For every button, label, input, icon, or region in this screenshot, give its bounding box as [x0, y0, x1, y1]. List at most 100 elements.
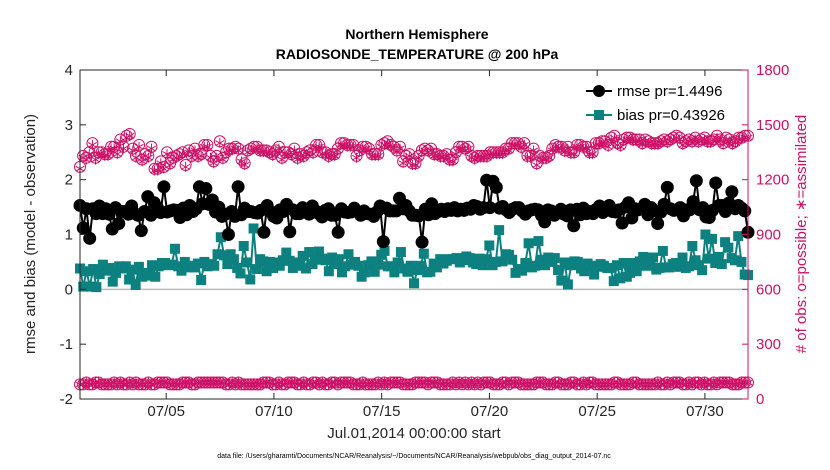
bias-point	[264, 256, 275, 267]
bias-point	[130, 279, 141, 290]
bias-point	[657, 245, 668, 256]
bias-point	[556, 275, 567, 286]
chart-title: Northern Hemisphere	[345, 26, 488, 42]
bias-point	[631, 266, 642, 277]
bias-point	[553, 265, 564, 276]
x-tick-label: 07/25	[578, 403, 616, 420]
obs-assimilated-stroke	[90, 156, 101, 163]
bias-point	[723, 242, 734, 253]
obs-assimilated-point-upper	[177, 149, 188, 160]
rmse-point	[567, 219, 581, 233]
bias-point	[297, 250, 308, 261]
bias-point	[710, 258, 721, 269]
bias-point	[618, 258, 629, 269]
bias-point	[490, 256, 501, 267]
obs-assimilated-point-upper	[532, 160, 542, 171]
obs-assimilated-point-upper	[348, 141, 358, 152]
bias-point	[304, 247, 315, 258]
obs-assimilated-point-upper	[103, 150, 113, 161]
rmse-point	[83, 231, 97, 245]
bias-point	[530, 260, 541, 271]
bias-point	[143, 267, 154, 278]
bias-point	[405, 260, 416, 271]
x-tick-label: 07/15	[363, 403, 401, 420]
bias-point	[235, 268, 246, 279]
obs-assimilated-stroke	[348, 143, 358, 150]
bias-point	[477, 260, 488, 271]
bias-point	[409, 278, 419, 289]
bias-point	[336, 267, 347, 278]
x-axis: 07/05 07/10 07/15 07/20 07/25 07/30	[147, 70, 724, 420]
rmse-point	[331, 225, 345, 239]
bias-point	[111, 267, 122, 278]
obs-assimilated-stroke	[118, 145, 129, 152]
bias-point	[258, 256, 269, 267]
rmse-point	[738, 204, 752, 218]
bias-point	[97, 259, 108, 270]
bias-point	[654, 262, 665, 273]
obs-assimilated-stroke	[588, 151, 598, 158]
obs-assimilated-stroke	[392, 149, 402, 156]
obs-assimilated-stroke	[547, 147, 557, 154]
rmse-point	[157, 180, 171, 194]
bias-point	[474, 253, 485, 264]
obs-assimilated-point-upper	[395, 143, 405, 154]
y-axis-label-right: # of obs: o=possible; ∗=assimilated	[793, 115, 810, 354]
bias-point	[238, 241, 249, 252]
rmse-point	[376, 235, 390, 249]
obs-assimilated-point-upper	[212, 152, 222, 163]
bias-point	[697, 265, 708, 276]
legend-bias-label: bias pr=0.43926	[617, 107, 725, 124]
rmse-point	[283, 225, 297, 239]
bias-point	[107, 276, 118, 287]
obs-assimilated-stroke	[159, 165, 169, 172]
obs-possible-circle	[136, 378, 149, 391]
bias-point	[392, 257, 403, 268]
legend-rmse-marker	[593, 85, 605, 97]
rmse-point	[199, 181, 213, 195]
y-tick-label-left: 3	[65, 117, 73, 134]
bias-point	[310, 254, 321, 265]
obs-assimilated-stroke	[103, 152, 113, 159]
obs-assimilated-point-upper	[289, 145, 299, 156]
y-tick-label-right: 1200	[756, 172, 789, 189]
rmse-point	[489, 180, 503, 194]
bias-point	[369, 266, 380, 277]
bias-point	[281, 247, 292, 258]
obs-assimilated-point-upper	[603, 141, 613, 152]
bias-point	[687, 241, 698, 252]
rmse-point	[483, 201, 497, 215]
bias-point	[314, 246, 325, 257]
obs-assimilated-stroke	[202, 143, 212, 150]
obs-assimilated-stroke	[112, 151, 122, 158]
chart-subtitle: RADIOSONDE_TEMPERATURE @ 200 hPa	[276, 46, 559, 62]
bias-point	[150, 271, 161, 282]
obs-assimilated-point-upper	[233, 145, 244, 156]
bias-point	[517, 265, 528, 276]
obs-assimilated-stroke	[314, 143, 324, 150]
bias-point	[284, 255, 295, 266]
rmse-point	[415, 235, 429, 249]
obs-assimilated-stroke	[482, 154, 492, 161]
bias-point	[559, 257, 570, 268]
obs-assimilated-stroke	[218, 156, 228, 163]
bias-point	[320, 255, 331, 266]
obs-assimilated-stroke	[351, 154, 362, 161]
obs-assimilated-stroke	[718, 142, 728, 148]
footnote: data file: /Users/gharamti/Documents/NCA…	[217, 453, 611, 460]
y-tick-label-left: -2	[60, 391, 73, 408]
obs-assimilated-point-upper	[544, 152, 554, 163]
obs-assimilated-stroke	[525, 154, 536, 161]
obs-assimilated-stroke	[181, 163, 191, 170]
obs-assimilated-stroke	[153, 167, 163, 174]
bias-point	[395, 247, 406, 258]
obs-assimilated-point-upper	[410, 160, 421, 171]
y-axis-label-left: rmse and bias (model - observation)	[22, 114, 39, 354]
obs-assimilated-stroke	[115, 138, 125, 145]
bias-point	[372, 259, 383, 270]
obs-assimilated-point-upper	[153, 165, 163, 176]
bias-point	[720, 237, 731, 248]
bias-point	[261, 266, 272, 277]
legend: rmse pr=1.4496 bias pr=0.43926	[583, 79, 742, 129]
